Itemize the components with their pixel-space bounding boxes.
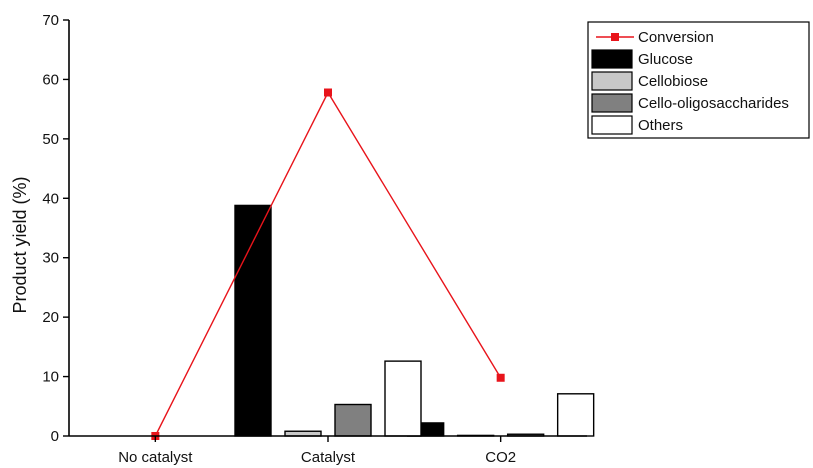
bar-others-catalyst <box>384 360 422 437</box>
legend-label-glucose: Glucose <box>638 51 693 68</box>
legend: Conversion Glucose Cellobiose Cello-oligosa… <box>587 21 810 139</box>
y-tick-label: 60 <box>42 71 59 88</box>
y-axis-label: Product yield (%) <box>10 176 30 313</box>
y-tick-label: 10 <box>42 369 59 386</box>
x-tick-label: CO2 <box>485 449 516 466</box>
legend-label-cello-oligosaccharides: Cello-oligosaccharides <box>638 95 789 112</box>
conversion-line <box>154 91 502 437</box>
bar-glucose-catalyst <box>234 204 272 437</box>
y-tick-label: 70 <box>42 12 59 29</box>
legend-swatch-cello-oligosaccharides <box>591 93 633 113</box>
legend-swatch-others <box>591 115 633 135</box>
legend-conversion-marker <box>611 33 619 41</box>
y-tick-label: 30 <box>42 250 59 267</box>
conversion-point-catalyst <box>324 88 332 97</box>
legend-label-others: Others <box>638 117 683 134</box>
plot-area: 0 10 20 30 40 50 60 70 No catalyst Catalyst CO2 <box>42 12 595 466</box>
bar-cello-oligosaccharides-catalyst <box>334 403 372 437</box>
legend-label-conversion: Conversion <box>638 29 714 46</box>
legend-swatch-glucose <box>591 49 633 69</box>
y-tick-label: 0 <box>51 428 59 445</box>
y-tick-label: 50 <box>42 131 59 148</box>
y-tick-label: 20 <box>42 309 59 326</box>
x-tick-label: Catalyst <box>301 449 356 466</box>
conversion-point-co2 <box>496 373 505 382</box>
x-tick-label: No catalyst <box>118 449 193 466</box>
legend-swatch-cellobiose <box>591 71 633 91</box>
y-tick-label: 40 <box>42 190 59 207</box>
bar-others-co2 <box>556 393 595 437</box>
legend-label-cellobiose: Cellobiose <box>638 73 708 90</box>
